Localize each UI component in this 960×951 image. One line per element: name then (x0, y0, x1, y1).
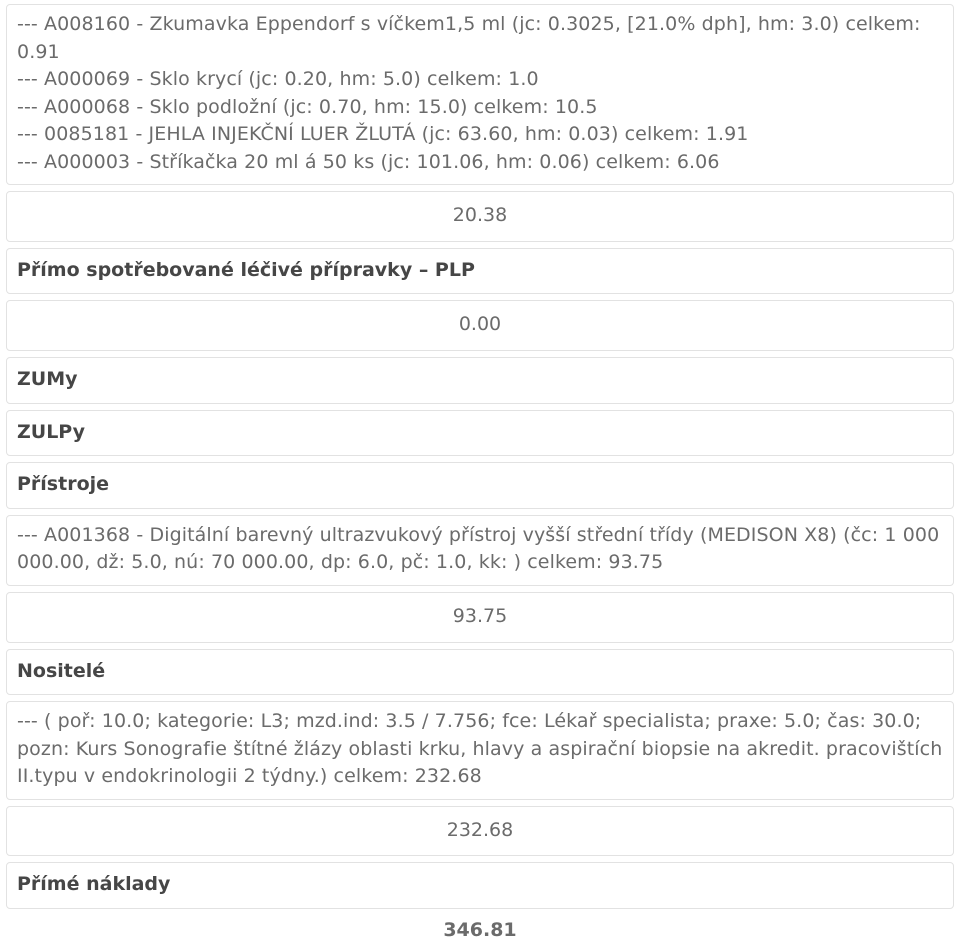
prime-naklady-total: 346.81 (6, 915, 954, 947)
pristroje-heading-cell: Přístroje (6, 462, 954, 509)
nositele-total-cell: 232.68 (6, 806, 954, 857)
pristroje-text-cell: --- A001368 - Digitální barevný ultrazvu… (6, 515, 954, 586)
prime-naklady-heading-cell: Přímé náklady (6, 862, 954, 909)
pristroje-text: --- A001368 - Digitální barevný ultrazvu… (17, 522, 943, 577)
zumy-heading-cell: ZUMy (6, 357, 954, 404)
nositele-total: 232.68 (17, 813, 943, 848)
nositele-heading-cell: Nositelé (6, 649, 954, 696)
materials-text: --- A008160 - Zkumavka Eppendorf s víčke… (17, 11, 943, 176)
plp-total-cell: 0.00 (6, 300, 954, 351)
materials-total-cell: 20.38 (6, 191, 954, 242)
plp-total: 0.00 (17, 307, 943, 342)
pristroje-total-cell: 93.75 (6, 592, 954, 643)
materials-total: 20.38 (17, 198, 943, 233)
nositele-text-cell: --- ( poř: 10.0; kategorie: L3; mzd.ind:… (6, 701, 954, 800)
zumy-heading: ZUMy (17, 364, 943, 395)
pristroje-total: 93.75 (17, 599, 943, 634)
nositele-text: --- ( poř: 10.0; kategorie: L3; mzd.ind:… (17, 708, 943, 791)
pristroje-heading: Přístroje (17, 469, 943, 500)
plp-heading: Přímo spotřebované léčivé přípravky – PL… (17, 255, 943, 286)
zulpy-heading: ZULPy (17, 417, 943, 448)
prime-naklady-heading: Přímé náklady (17, 869, 943, 900)
document-page: --- A008160 - Zkumavka Eppendorf s víčke… (0, 0, 960, 951)
zulpy-heading-cell: ZULPy (6, 410, 954, 457)
materials-cell: --- A008160 - Zkumavka Eppendorf s víčke… (6, 4, 954, 185)
nositele-heading: Nositelé (17, 656, 943, 687)
plp-heading-cell: Přímo spotřebované léčivé přípravky – PL… (6, 248, 954, 295)
